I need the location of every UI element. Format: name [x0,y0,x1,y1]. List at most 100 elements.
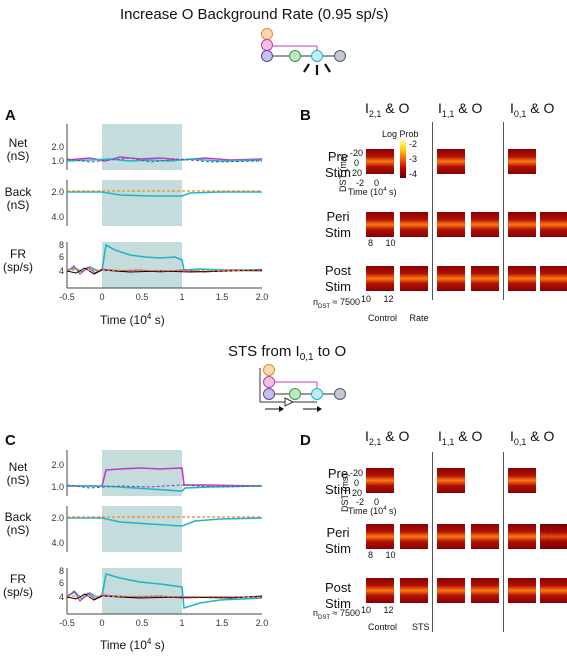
node-purple [263,388,275,400]
node-green [289,388,301,400]
heatmap-peri-i01-sts-d [540,524,567,549]
heatmap-peri-i21-control-d [366,524,394,549]
heatmap-post-i21-control-d [366,578,394,603]
heatmap-peri-i21-sts-d [400,524,428,549]
heatmap-post-i11-control [437,266,465,291]
back-ylabel: Back (nS) [4,185,32,212]
fr-trace-cyan [66,243,262,273]
back-ylabel-bottom: Back (nS) [4,510,32,537]
net-ylabel-bottom: Net (nS) [6,460,30,487]
panel-label-d: D [300,432,311,449]
heatmap-pre-i21 [366,149,394,174]
x-tick-0: -0.5 [59,618,75,628]
node-gray [334,50,346,62]
colorbar-tick-1: -3 [409,154,418,164]
divider [432,122,433,300]
row-label-pre: Pre Stim [325,149,351,180]
heatmap-peri-i01-control-d [508,524,536,549]
col-header-i01: I0,1 & O [510,100,555,119]
fr-tick-0: 8 [59,240,64,250]
net-tick-0: 2.0 [51,142,64,152]
x-tick-5: 2.0 [256,618,269,628]
x-tick-4: 1.5 [216,292,229,302]
net-tick-0: 2.0 [51,460,64,470]
net-trace-cyan [67,485,263,492]
heatmap-post-i21-control [366,266,394,291]
post-ticks: 10 12 [361,294,394,304]
node-orange [263,364,275,376]
top-figure-title: Increase O Background Rate (0.95 sp/s) [120,6,389,23]
stim-window-back [102,506,182,552]
heatmap-pre-i01-d [508,468,536,493]
fr-ylabel: FR (sp/s) [3,247,33,274]
net-tick-1: 1.0 [51,482,64,492]
row-label-post-d: Post Stim [324,580,351,611]
fr-trace-black [66,593,263,601]
dst-tick-1: 0 [354,158,360,168]
dst-tick-0: -20 [350,148,364,158]
node-cyan [311,50,323,62]
heatmap-pre-i21-d [366,468,394,493]
heatmap-peri-i21-rate [400,212,428,237]
heatmap-post-i01-rate [540,266,567,291]
bottom-network-diagram [259,364,346,412]
heatmap-pre-i11 [437,149,465,174]
row-label-pre-d: Pre Stim [325,466,351,497]
colorbar [400,140,406,178]
stim-window-fr [102,568,182,614]
fr-trace-orange [66,269,263,272]
node-orange [261,28,273,40]
col-header-i11: I1,1 & O [438,100,483,119]
heatmap-peri-i11-control-d [437,524,465,549]
cond-labels: Control Rate [368,313,429,323]
node-gray [334,388,346,400]
colorbar-tick-2: -4 [409,169,418,179]
panel-c-plots: 2.0 1.0 2.0 4.0 8 6 4 -0.5 0 0.5 1 1.5 2… [51,450,269,628]
heatmap-peri-i11-sts-d [471,524,499,549]
node-pink [261,39,273,51]
colorbar-title: Log Prob [382,129,419,139]
fr-tick-2: 4 [59,592,64,602]
node-green [289,50,301,62]
cond-labels-d: Control STS [368,622,430,632]
time-ticks-d: -2 0 [356,497,380,507]
heatmap-post-i11-sts-d [471,578,499,603]
x-tick-5: 2.0 [256,292,269,302]
fr-ylabel-bottom: FR (sp/s) [3,572,33,599]
col-header-i11-d: I1,1 & O [438,428,483,447]
x-tick-2: 0.5 [136,292,149,302]
node-pink [263,376,275,388]
back-tick-1: 4.0 [51,538,64,548]
dst-tick-2: 20 [352,168,363,178]
heatmap-peri-i11-control [437,212,465,237]
dst-tick-1-d: 0 [354,478,360,488]
divider [432,452,433,632]
x-tick-1: 0 [99,292,104,302]
heatmap-peri-i01-rate [540,212,567,237]
row-label-peri: Peri Stim [325,209,351,240]
col-header-i21: I2,1 & O [365,100,410,119]
dst-label: DST (ms) [338,153,348,192]
x-tick-3: 1 [179,292,184,302]
heatmap-post-i11-rate [471,266,499,291]
fr-tick-1: 6 [59,578,64,588]
peri-ticks: 8 10 [368,238,396,248]
time-label: Time (104 s) [348,187,397,197]
node-cyan [311,388,323,400]
dst-tick-0-d: -20 [350,468,364,478]
fr-trace-orange [66,595,263,598]
panel-label-a: A [5,107,16,124]
heatmap-pre-i11-d [437,468,465,493]
heatmap-peri-i21-control [366,212,394,237]
divider [503,122,504,300]
fr-tick-2: 4 [59,266,64,276]
heatmap-post-i01-control-d [508,578,536,603]
fr-tick-0: 8 [59,566,64,576]
back-tick-0: 2.0 [51,187,64,197]
peri-ticks-d: 8 10 [368,550,396,560]
col-header-i21-d: I2,1 & O [365,428,410,447]
heatmap-pre-i01 [508,149,536,174]
back-trace-cyan [67,517,263,527]
panel-label-c: C [5,432,16,449]
time-ticks: -2 0 [356,178,380,188]
